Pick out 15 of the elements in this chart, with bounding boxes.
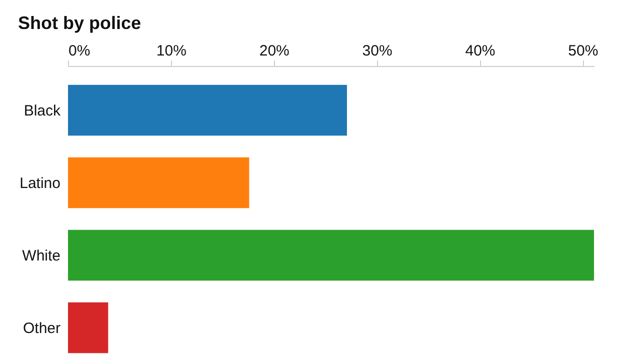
- bar: [68, 230, 594, 281]
- x-tick-label: 50%: [568, 42, 598, 60]
- x-tick-label: 0%: [68, 42, 90, 60]
- y-tick-label: Other: [22, 320, 61, 337]
- y-tick-label: White: [22, 247, 60, 264]
- x-tick-label: 10%: [156, 42, 186, 60]
- x-tick-label: 40%: [465, 42, 496, 60]
- x-tick-label: 20%: [259, 42, 290, 60]
- x-tick-label: 30%: [362, 42, 392, 60]
- bar: [68, 84, 347, 136]
- bar: [68, 157, 250, 208]
- chart-title: Shot by police: [18, 13, 142, 33]
- y-tick-label: Latino: [20, 174, 60, 192]
- y-tick-label: Black: [24, 102, 61, 120]
- bar: [68, 302, 108, 354]
